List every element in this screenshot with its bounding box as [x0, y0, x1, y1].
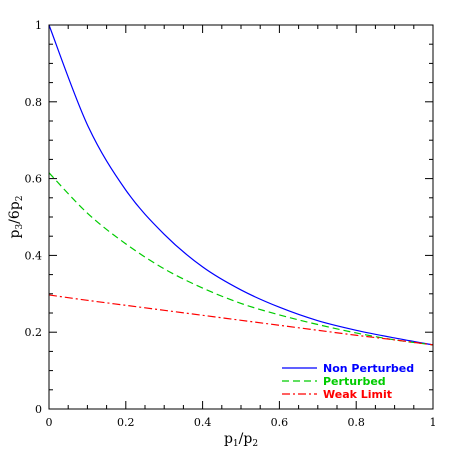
series-lines — [48, 24, 434, 346]
y-axis-label: p3/6p2 — [7, 195, 25, 238]
series-line-weak-limit — [48, 294, 434, 346]
series-line-non-perturbed — [48, 24, 434, 346]
y-tick-label: 0.8 — [25, 96, 43, 109]
plot-frame — [48, 24, 434, 410]
y-tick-label: 0.4 — [25, 249, 43, 262]
tick-marks — [48, 24, 434, 410]
x-tick-label: 1 — [430, 416, 437, 429]
legend-label: Perturbed — [323, 375, 386, 388]
legend-label: Non Perturbed — [323, 362, 414, 375]
y-tick-label: 0 — [35, 403, 42, 416]
x-tick-label: 0.4 — [194, 416, 212, 429]
y-tick-label: 0.2 — [25, 326, 43, 339]
x-tick-label: 0.6 — [271, 416, 289, 429]
x-tick-label: 0.8 — [347, 416, 365, 429]
x-tick-label: 0.2 — [117, 416, 135, 429]
tick-labels: 0 0.2 0.4 0.6 0.8 1 0 0.2 0.4 0.6 0.8 1 — [25, 19, 437, 429]
x-tick-label: 0 — [46, 416, 53, 429]
x-axis-label: p1/p2 — [224, 431, 258, 449]
series-line-perturbed — [48, 172, 434, 346]
legend-label: Weak Limit — [323, 388, 392, 401]
y-tick-label: 0.6 — [25, 173, 43, 186]
y-tick-label: 1 — [35, 19, 42, 32]
